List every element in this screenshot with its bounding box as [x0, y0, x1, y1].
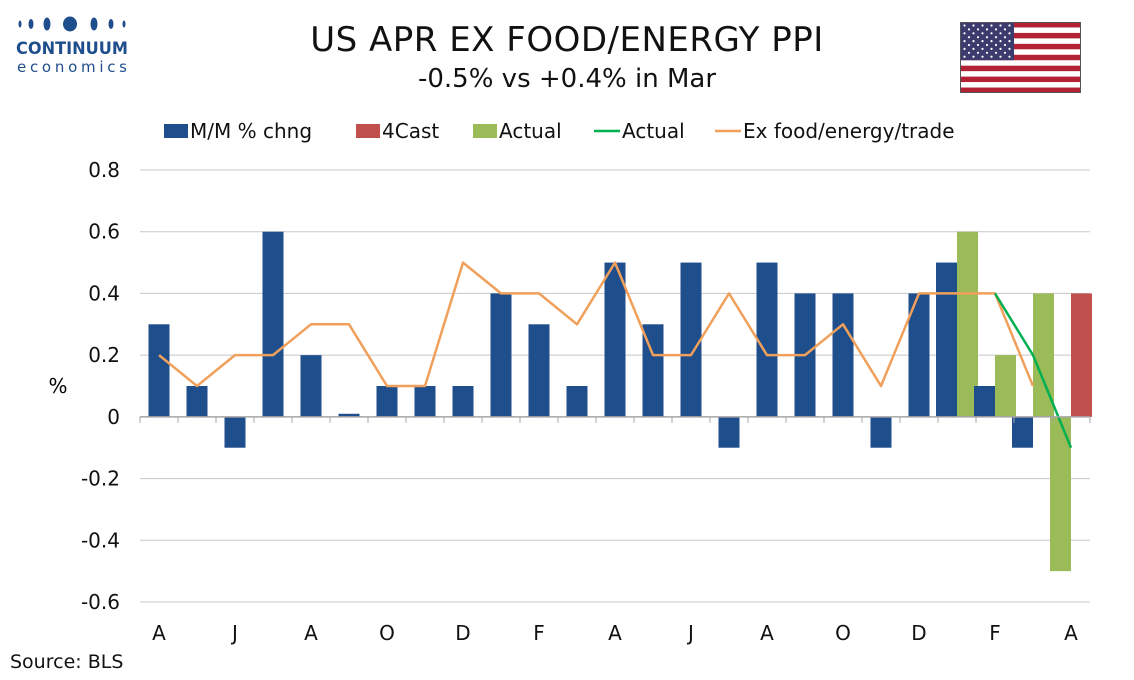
legend-item-actual-line: Actual — [594, 119, 685, 143]
bar-mm-change — [300, 355, 322, 417]
y-axis-label: % — [48, 374, 67, 398]
bar-actual — [957, 231, 978, 417]
bar-mm-change — [936, 262, 957, 417]
logo-line2: economics — [17, 58, 127, 76]
y-tick-label: 0.8 — [88, 158, 120, 182]
x-tick-label: D — [911, 621, 926, 645]
bar-mm-change — [452, 386, 474, 417]
x-tick-label: O — [379, 621, 395, 645]
legend-label: Actual — [622, 119, 685, 143]
bar-mm-change — [338, 413, 360, 417]
bar-mm-change — [908, 293, 930, 417]
bar-mm-change — [224, 416, 246, 448]
legend-label: 4Cast — [382, 119, 439, 143]
bar-mm-change — [1012, 416, 1033, 448]
legend: M/M % chng 4Cast Actual Actual Ex food/energ… — [164, 119, 955, 143]
chart-title: US APR EX FOOD/ENERGY PPI — [310, 20, 824, 60]
bar-mm-change — [262, 231, 284, 417]
x-tick-label: F — [989, 621, 1001, 645]
x-tick-label: D — [455, 621, 470, 645]
legend-label: Ex food/energy/trade — [743, 119, 955, 143]
x-tick-label: A — [304, 621, 318, 645]
x-tick-label: O — [835, 621, 851, 645]
legend-item-mm: M/M % chng — [164, 119, 312, 143]
legend-item-4cast: 4Cast — [356, 119, 439, 143]
y-axis: 0.8 0.6 0.4 0.2 0 -0.2 -0.4 -0.6 — [81, 158, 120, 614]
us-flag-icon — [960, 22, 1081, 93]
bar-mm-change — [528, 324, 550, 417]
bar-mm-change — [642, 324, 664, 417]
bar-actual — [995, 355, 1016, 417]
logo-line1: CONTINUUM — [16, 39, 128, 59]
y-tick-label: 0.6 — [88, 220, 120, 244]
x-tick-label: J — [230, 621, 238, 645]
bars — [148, 231, 1092, 572]
bar-mm-change — [376, 386, 398, 417]
legend-item-ex-trade: Ex food/energy/trade — [715, 119, 955, 143]
line-ex-food-energy-trade — [158, 261, 1035, 388]
y-tick-label: -0.4 — [81, 528, 120, 552]
bar-mm-change — [148, 324, 170, 417]
bar-mm-change — [186, 386, 208, 417]
bar-mm-change — [718, 416, 740, 448]
legend-swatch — [164, 124, 188, 138]
x-tick-label: A — [1064, 621, 1078, 645]
bar-actual — [1033, 293, 1054, 417]
source-note: Source: BLS — [10, 651, 124, 673]
legend-swatch — [473, 124, 497, 138]
bar-mm-change — [566, 386, 588, 417]
bar-mm-change — [870, 416, 892, 448]
legend-label: M/M % chng — [190, 119, 312, 143]
x-tick-label: J — [686, 621, 694, 645]
bar-forecast — [1071, 293, 1092, 417]
legend-label: Actual — [499, 119, 562, 143]
bar-mm-change — [756, 262, 778, 417]
bar-mm-change — [604, 262, 626, 417]
x-tick-label: F — [533, 621, 545, 645]
y-tick-label: -0.6 — [81, 590, 120, 614]
chart-subtitle: -0.5% vs +0.4% in Mar — [417, 64, 717, 94]
y-tick-label: 0.2 — [88, 343, 120, 367]
continuum-economics-logo: CONTINUUM economics — [14, 14, 134, 78]
legend-swatch — [356, 124, 380, 138]
x-tick-label: A — [760, 621, 774, 645]
bar-mm-change — [832, 293, 854, 417]
y-tick-label: 0 — [107, 405, 120, 429]
bar-actual — [1050, 416, 1071, 572]
y-tick-label: 0.4 — [88, 281, 120, 305]
bar-mm-change — [974, 386, 995, 417]
y-tick-label: -0.2 — [81, 467, 120, 491]
x-tick-label: A — [152, 621, 166, 645]
bar-mm-change — [680, 262, 702, 417]
x-tick-label: A — [608, 621, 622, 645]
bar-mm-change — [490, 293, 512, 417]
legend-item-actual-bar: Actual — [473, 119, 562, 143]
bar-mm-change — [414, 386, 436, 417]
